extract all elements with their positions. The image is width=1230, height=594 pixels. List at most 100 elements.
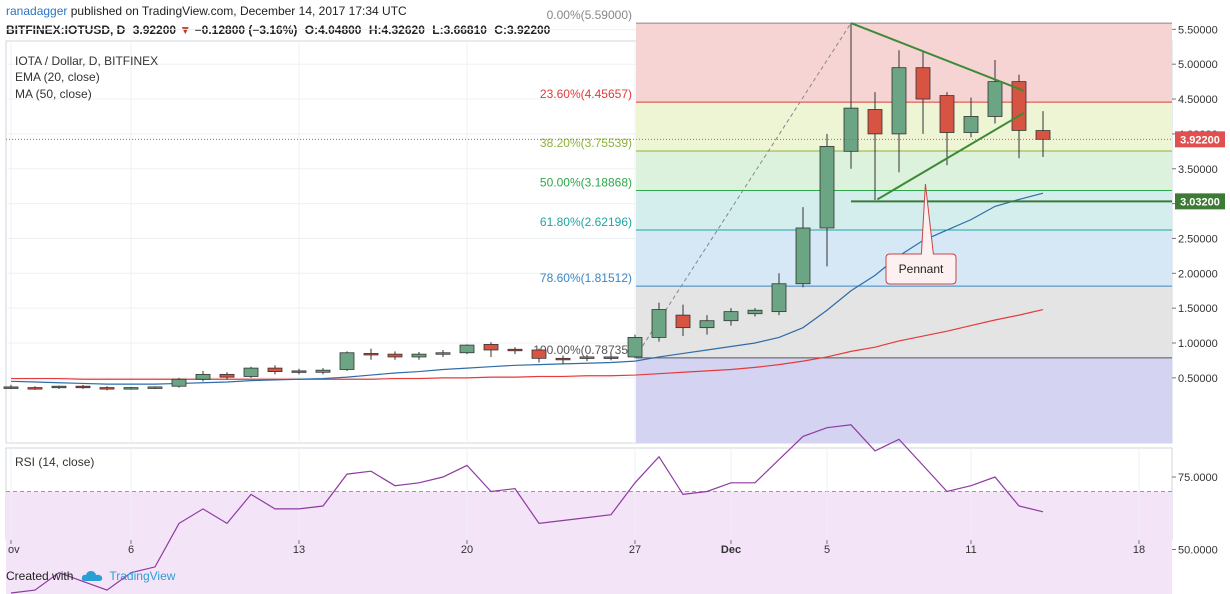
candle-body-up	[195, 373, 211, 380]
candle	[267, 365, 283, 375]
legend-ma[interactable]: MA (50, close)	[15, 87, 92, 101]
candle-body-down	[531, 349, 547, 359]
candle-body-up	[723, 311, 739, 322]
low-label: L:	[432, 23, 444, 37]
callout-shape	[885, 184, 957, 285]
candle-body-down	[675, 314, 691, 329]
pennant-callout[interactable]: Pennant	[885, 184, 957, 285]
candle-body-up	[51, 385, 67, 389]
candle	[51, 385, 67, 390]
candle-body-up	[771, 283, 787, 313]
low-value: 3.66810	[443, 23, 487, 37]
candle	[723, 308, 739, 326]
publisher-name[interactable]: ranadagger	[6, 4, 68, 18]
candle-body-down	[915, 67, 931, 100]
fib-levels: 0.00%(5.59000) 23.60%(4.45657) 38.20%(3.75…	[533, 8, 1172, 359]
candle	[603, 353, 619, 361]
candle-body-up	[459, 344, 475, 354]
candle	[819, 133, 835, 267]
callout-text: Pennant	[899, 262, 944, 276]
footer: Created with TradingView	[6, 569, 175, 583]
last-price-tag	[1175, 131, 1225, 148]
rsi-tick-label: 75.0000	[1178, 472, 1218, 484]
fib-swing-line	[634, 22, 852, 359]
time-tick-label: Dec	[721, 544, 741, 556]
pennant-upper-trendline[interactable]	[850, 22, 1025, 92]
candle	[555, 355, 571, 364]
candle-body-up	[147, 386, 163, 389]
candle	[675, 304, 691, 337]
candle-body-up	[435, 352, 451, 355]
rsi-line	[10, 424, 1044, 594]
price-tick-label: 2.00000	[1178, 268, 1218, 280]
candle-body-up	[987, 81, 1003, 117]
candle	[651, 302, 667, 342]
price-tags: 3.92200 3.03200	[1175, 131, 1225, 210]
candle-body-up	[891, 67, 907, 135]
candle-body-up	[651, 309, 667, 338]
rsi-grid	[10, 448, 1140, 540]
candle	[1035, 111, 1051, 158]
change-value: −0.12800 (−3.16%)	[194, 23, 298, 37]
fib-zone	[636, 357, 1172, 443]
candle-body-down	[603, 356, 619, 359]
candle-body-down	[867, 109, 883, 135]
price-tick-label: 5.00000	[1178, 59, 1218, 71]
price-tick-label: 1.50000	[1178, 303, 1218, 315]
candle-body-down	[555, 357, 571, 361]
candle-body-down	[363, 353, 379, 356]
candle-body-down	[483, 343, 499, 351]
ohlc-line: BITFINEX:IOTUSD, D 3.92200 ▼ −0.12800 (−…	[6, 23, 550, 37]
candle	[771, 273, 787, 316]
candle	[3, 384, 19, 390]
price-tick-label: 0.50000	[1178, 373, 1218, 385]
close-value: 3.92200	[506, 23, 551, 37]
fib-level-label: 0.00%(5.59000)	[547, 8, 632, 22]
candle	[75, 384, 91, 390]
time-tick-label: 18	[1133, 544, 1145, 556]
price-tick-label: 4.50000	[1178, 94, 1218, 106]
time-tick-label: 20	[461, 544, 473, 556]
candle-body-up	[747, 309, 763, 315]
support-price-tag	[1175, 193, 1225, 210]
candle	[291, 368, 307, 375]
legend-title[interactable]: IOTA / Dollar, D, BITFINEX	[15, 54, 158, 68]
time-axis[interactable]: ov 6 13 20 27 Dec 5 11 18	[8, 540, 1145, 556]
fib-zones	[636, 23, 1172, 443]
candle-body-up	[819, 146, 835, 229]
candle	[843, 23, 859, 169]
candles	[3, 23, 1051, 391]
candle	[315, 368, 331, 375]
fib-zone	[636, 190, 1172, 230]
legend-ema[interactable]: EMA (20, close)	[15, 70, 100, 84]
tradingview-brand-link[interactable]: TradingView	[109, 569, 176, 583]
time-tick-label: 13	[293, 544, 305, 556]
candle-body-up	[339, 352, 355, 370]
rsi-axis[interactable]: 50.0000 75.0000	[1172, 472, 1218, 557]
pennant-lower-trendline[interactable]	[876, 112, 1025, 201]
time-tick-label: 5	[824, 544, 830, 556]
candle	[531, 348, 547, 363]
rsi-band	[6, 491, 1172, 594]
candle	[579, 354, 595, 362]
price-tick-label: 5.50000	[1178, 24, 1218, 36]
candle-body-up	[963, 116, 979, 133]
rsi-title[interactable]: RSI (14, close)	[15, 455, 94, 469]
candle	[963, 97, 979, 138]
change-arrow-icon: ▼	[179, 23, 192, 37]
candle-body-down	[75, 385, 91, 389]
time-tick-label: ov	[8, 544, 20, 556]
candle	[147, 386, 163, 390]
candle	[171, 377, 187, 388]
candle-body-down	[387, 353, 403, 358]
candle	[195, 370, 211, 382]
time-tick-label: 11	[965, 544, 976, 556]
candle	[123, 386, 139, 390]
candle-body-up	[411, 353, 427, 358]
candle	[339, 351, 355, 371]
candle	[387, 351, 403, 360]
candle	[747, 308, 763, 317]
price-tick-label: 2.50000	[1178, 233, 1218, 245]
open-label: O:	[304, 23, 319, 37]
